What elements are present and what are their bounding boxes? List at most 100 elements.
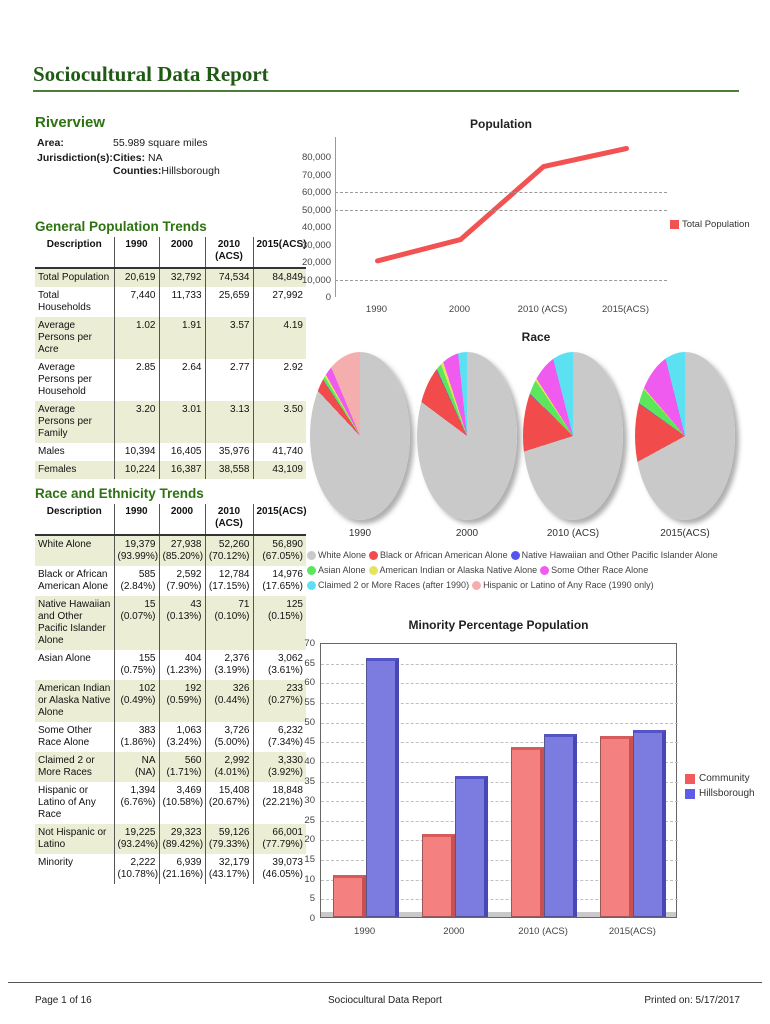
cell-value: 43,109	[252, 461, 306, 479]
hillsborough-legend-label: Hillsborough	[699, 788, 755, 799]
y-axis-tick-label: 0	[325, 292, 331, 303]
y-axis-tick-label: 0	[309, 913, 315, 924]
table-row: Average Persons per Household 2.85 2.64 2.7…	[35, 359, 306, 401]
table-header: Description 1990 2000 2010 (ACS) 2015(ACS)	[35, 504, 307, 536]
y-axis-tick-label: 30,000	[301, 239, 331, 251]
total-population-legend-swatch	[670, 220, 679, 229]
cell-value: 20,619	[113, 268, 159, 287]
minority-bar-chart: Minority Percentage Population Community…	[295, 615, 770, 950]
race-legend-label: Native Hawaiian and Other Pacific Island…	[521, 550, 718, 560]
community-bar	[600, 736, 634, 917]
row-label: Males	[38, 446, 65, 457]
cell-value: 32,179 (43.17%)	[204, 854, 253, 884]
community-legend-item: Community	[685, 773, 755, 784]
cell-value: 56,890 (67.05%)	[252, 535, 306, 566]
table-row: Average Persons per Acre 1.02 1.91 3.57 4.19	[35, 317, 306, 359]
cell-value: 2.92	[252, 359, 306, 401]
row-label: Average Persons per Family	[38, 404, 92, 439]
population-legend: Total Population	[670, 219, 750, 230]
footer-page-number: Page 1 of 16	[35, 995, 92, 1006]
cell-value: 19,379 (93.99%)	[113, 535, 159, 566]
white-legend-dot	[307, 551, 316, 560]
population-plot-area	[335, 137, 667, 297]
hispanic-legend-dot	[472, 581, 482, 590]
cell-value: 2,592 (7.90%)	[158, 566, 205, 596]
footer-report-name: Sociocultural Data Report	[328, 995, 442, 1006]
minority-chart-legend: Community Hillsborough	[685, 773, 755, 803]
cell-value: 4.19	[252, 317, 306, 359]
nh-legend-dot	[510, 551, 520, 560]
general-population-table: Description 1990 2000 2010 (ACS) 2015(ACS) To…	[35, 237, 307, 479]
cell-value: 19,225 (93.24%)	[113, 824, 159, 854]
table-header: Description 1990 2000 2010 (ACS) 2015(ACS)	[35, 237, 307, 269]
dashed-gridline	[321, 840, 678, 842]
table-row: Average Persons per Family 3.20 3.01 3.13 3.…	[35, 401, 306, 443]
cell-value: 3,469 (10.58%)	[158, 782, 205, 824]
race-legend-item: White Alone	[307, 548, 366, 563]
cell-value: 3,062 (3.61%)	[252, 650, 306, 680]
cell-value: 10,224	[113, 461, 159, 479]
dashed-gridline	[321, 860, 678, 862]
cell-value: 2.85	[113, 359, 159, 401]
row-label: American Indian or Alaska Native Alone	[38, 683, 111, 718]
dashed-gridline	[321, 899, 678, 901]
cell-value: 2,376 (3.19%)	[204, 650, 253, 680]
general-population-heading: General Population Trends	[35, 219, 207, 234]
column-header: 2000	[158, 504, 205, 536]
cell-value: 12,784 (17.15%)	[204, 566, 253, 596]
column-header: 1990	[113, 237, 159, 269]
race-legend-label: White Alone	[318, 550, 367, 560]
row-label: Some Other Race Alone	[38, 725, 92, 748]
cell-value: 25,659	[204, 287, 253, 317]
community-bar	[421, 833, 455, 917]
population-line-chart: Population Total Population 0 10,000 20,00…	[293, 112, 767, 322]
pie-label: 1990	[348, 528, 372, 539]
cell-value: 15 (0.07%)	[113, 596, 159, 650]
x-axis-tick-label: 2010 (ACS)	[518, 926, 568, 937]
column-header: 2015(ACS)	[252, 237, 307, 269]
table-row: Minority 2,222 (10.78%) 6,939 (21.16%) 32,1…	[35, 854, 306, 884]
y-axis-tick-label: 60	[304, 677, 315, 689]
race-legend-item: Hispanic or Latino of Any Race (1990 onl…	[472, 578, 654, 593]
counties-label: Counties:	[113, 165, 162, 177]
column-header: 2010 (ACS)	[204, 237, 253, 269]
y-axis-tick-label: 30	[304, 795, 315, 807]
total-population-legend-label: Total Population	[682, 219, 750, 230]
row-label: Minority	[38, 857, 74, 868]
header-row: Description 1990 2000 2010 (ACS) 2015(ACS)	[35, 237, 307, 269]
cell-value: 3.20	[113, 401, 159, 443]
y-axis-tick-label: 60,000	[301, 187, 331, 198]
cell-value: 18,848 (22.21%)	[252, 782, 306, 824]
y-axis-tick-label: 70	[304, 638, 315, 649]
column-header: 2010 (ACS)	[204, 504, 253, 536]
dashed-gridline	[321, 742, 678, 744]
y-axis-tick-label: 40	[304, 755, 315, 767]
cell-value: 14,976 (17.65%)	[252, 566, 306, 596]
dashed-gridline	[335, 192, 667, 193]
table-row: Not Hispanic or Latino 19,225 (93.24%) 29,…	[35, 824, 306, 854]
y-axis-tick-label: 15	[304, 854, 315, 866]
table-row: Females 10,224 16,387 38,558 43,109	[35, 461, 306, 479]
y-axis-tick-label: 70,000	[301, 169, 331, 181]
asian-legend-dot	[307, 566, 316, 575]
race-pie-1990	[310, 352, 410, 520]
column-header: Description	[35, 237, 114, 269]
cell-value: 52,260 (70.12%)	[204, 535, 253, 566]
x-axis-tick-label: 2000	[448, 304, 471, 315]
cell-value: 43 (0.13%)	[158, 596, 205, 650]
race-legend-label: Black or African American Alone	[380, 550, 508, 560]
y-axis-tick-label: 20	[304, 834, 315, 846]
dashed-gridline	[321, 781, 678, 783]
title-underline	[33, 90, 739, 92]
cell-value: 15,408 (20.67%)	[204, 782, 253, 824]
area-label: Area:	[37, 137, 64, 149]
cell-value: 326 (0.44%)	[204, 680, 253, 722]
cell-value: 16,405	[158, 443, 205, 461]
jurisdiction-row: Jurisdiction(s): Cities: NA Counties:Hil…	[37, 152, 220, 178]
cell-value: 71 (0.10%)	[204, 596, 253, 650]
x-axis-tick-label: 1990	[365, 304, 388, 315]
cell-value: 39,073 (46.05%)	[252, 854, 306, 884]
cell-value: 2,222 (10.78%)	[113, 854, 159, 884]
race-chart-legend: White Alone Black or African American Alo…	[307, 548, 767, 593]
